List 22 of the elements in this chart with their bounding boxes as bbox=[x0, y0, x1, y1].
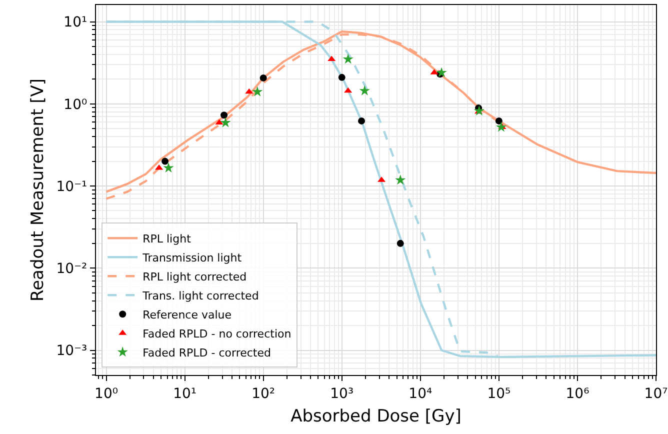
y-tick-label: 10⁰ bbox=[64, 96, 88, 113]
x-axis-title: Absorbed Dose [Gy] bbox=[290, 406, 462, 426]
legend-label: Reference value bbox=[142, 308, 232, 322]
legend-label: Faded RPLD - corrected bbox=[142, 346, 271, 360]
x-tick-label: 10² bbox=[252, 386, 276, 402]
y-tick-label: 10⁻³ bbox=[56, 343, 88, 360]
y-tick-label: 10⁻² bbox=[56, 261, 88, 278]
legend-label: Trans. light corrected bbox=[142, 289, 259, 302]
legend-label: RPL light bbox=[142, 232, 192, 246]
x-tick-label: 10¹ bbox=[173, 386, 197, 402]
x-tick-label: 10⁵ bbox=[487, 386, 511, 402]
x-tick-label: 10⁴ bbox=[408, 386, 432, 402]
x-tick-label: 10⁷ bbox=[644, 386, 668, 402]
y-axis-title: Readout Measurement [V] bbox=[28, 78, 48, 302]
x-tick-label: 10⁶ bbox=[566, 386, 590, 402]
legend-label: Transmission light bbox=[142, 251, 242, 264]
y-tick-label: 10⁻¹ bbox=[56, 178, 88, 195]
x-tick-label: 10⁰ bbox=[94, 386, 118, 402]
y-tick-label: 10¹ bbox=[64, 14, 88, 31]
legend-label: Faded RPLD - no correction bbox=[142, 327, 292, 340]
x-tick-label: 10³ bbox=[330, 386, 354, 402]
legend-label: RPL light corrected bbox=[142, 270, 247, 284]
